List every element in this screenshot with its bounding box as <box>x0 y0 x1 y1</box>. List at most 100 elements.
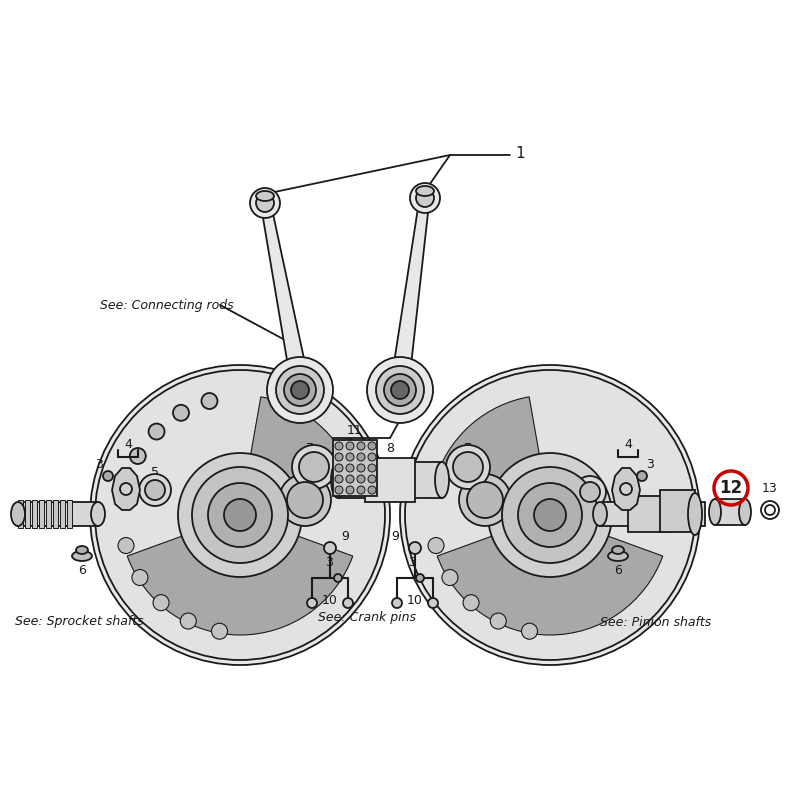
Circle shape <box>620 483 632 495</box>
Circle shape <box>118 477 134 493</box>
Ellipse shape <box>91 502 105 526</box>
Circle shape <box>488 453 612 577</box>
Circle shape <box>202 393 218 409</box>
Circle shape <box>391 381 409 399</box>
Circle shape <box>334 574 342 582</box>
Text: 2: 2 <box>345 438 355 453</box>
Circle shape <box>335 442 343 450</box>
Circle shape <box>95 370 385 660</box>
Circle shape <box>346 453 354 461</box>
Circle shape <box>367 357 433 423</box>
Circle shape <box>416 189 434 207</box>
Text: 3: 3 <box>95 458 103 470</box>
Polygon shape <box>112 468 140 510</box>
Bar <box>46 500 51 528</box>
Bar <box>53 500 58 528</box>
Text: 9: 9 <box>341 530 349 543</box>
Polygon shape <box>391 194 430 384</box>
Text: 3: 3 <box>646 458 654 470</box>
Bar <box>25 500 30 528</box>
Circle shape <box>368 464 376 472</box>
Circle shape <box>299 452 329 482</box>
Text: See: Crank pins: See: Crank pins <box>318 611 416 625</box>
Circle shape <box>357 464 365 472</box>
Text: 4: 4 <box>124 438 132 450</box>
Text: See: Sprocket shafts: See: Sprocket shafts <box>15 615 144 629</box>
Text: 4: 4 <box>624 438 632 450</box>
Circle shape <box>442 570 458 586</box>
Ellipse shape <box>76 546 88 554</box>
Circle shape <box>284 374 316 406</box>
Bar <box>18 502 98 526</box>
Bar <box>660 490 695 532</box>
Circle shape <box>357 475 365 483</box>
Wedge shape <box>127 515 353 635</box>
Circle shape <box>211 623 227 639</box>
Circle shape <box>180 613 196 629</box>
Circle shape <box>428 598 438 608</box>
Circle shape <box>208 483 272 547</box>
Circle shape <box>132 570 148 586</box>
Circle shape <box>307 598 317 608</box>
Ellipse shape <box>256 191 274 201</box>
Circle shape <box>522 623 538 639</box>
Circle shape <box>224 499 256 531</box>
Text: 7: 7 <box>464 442 472 454</box>
Text: 13: 13 <box>762 482 778 494</box>
Bar <box>628 496 670 532</box>
Circle shape <box>463 594 479 610</box>
Bar <box>39 500 44 528</box>
Ellipse shape <box>593 502 607 526</box>
Circle shape <box>518 483 582 547</box>
Circle shape <box>291 381 309 399</box>
Circle shape <box>324 542 336 554</box>
Circle shape <box>346 475 354 483</box>
Circle shape <box>118 538 134 554</box>
Circle shape <box>409 542 421 554</box>
Text: 5: 5 <box>151 466 159 479</box>
Circle shape <box>153 594 169 610</box>
Bar <box>365 458 415 502</box>
Circle shape <box>574 476 606 508</box>
Bar <box>32 500 37 528</box>
Circle shape <box>467 482 503 518</box>
Bar <box>333 440 377 496</box>
Wedge shape <box>438 397 550 515</box>
Circle shape <box>279 474 331 526</box>
Circle shape <box>765 505 775 515</box>
Circle shape <box>357 453 365 461</box>
Bar <box>338 462 442 498</box>
Polygon shape <box>260 199 309 385</box>
Bar <box>60 500 65 528</box>
Circle shape <box>453 452 483 482</box>
Text: 9: 9 <box>391 530 399 543</box>
Circle shape <box>250 188 280 218</box>
Circle shape <box>490 613 506 629</box>
Circle shape <box>392 598 402 608</box>
Circle shape <box>139 474 171 506</box>
Text: 11: 11 <box>347 423 363 437</box>
Ellipse shape <box>739 499 751 525</box>
Circle shape <box>149 423 165 439</box>
Bar <box>715 499 745 525</box>
Circle shape <box>368 486 376 494</box>
Circle shape <box>502 467 598 563</box>
Circle shape <box>335 464 343 472</box>
Text: 6: 6 <box>614 563 622 577</box>
Text: 10: 10 <box>322 594 338 606</box>
Circle shape <box>145 480 165 500</box>
Circle shape <box>384 374 416 406</box>
Wedge shape <box>438 515 662 635</box>
Text: 3: 3 <box>408 555 416 569</box>
Circle shape <box>192 467 288 563</box>
Text: 8: 8 <box>386 442 394 454</box>
Ellipse shape <box>435 462 449 498</box>
Circle shape <box>335 486 343 494</box>
Circle shape <box>357 442 365 450</box>
Text: See: Connecting rods: See: Connecting rods <box>100 298 234 311</box>
Circle shape <box>416 574 424 582</box>
Circle shape <box>580 482 600 502</box>
Circle shape <box>368 453 376 461</box>
Circle shape <box>178 453 302 577</box>
Ellipse shape <box>331 462 345 498</box>
